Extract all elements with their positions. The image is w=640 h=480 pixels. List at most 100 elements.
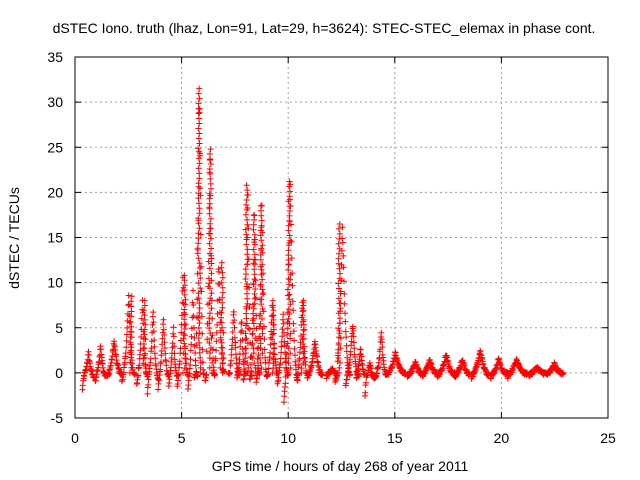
data-marker [258,365,265,371]
x-tick-label: 15 [387,430,403,446]
data-marker [97,346,104,353]
data-marker [157,366,164,373]
data-marker [343,342,350,349]
data-marker [236,356,243,363]
data-marker [161,345,168,351]
data-marker [150,309,157,316]
data-marker [207,146,214,153]
data-marker [128,344,135,351]
data-marker [350,333,357,340]
data-marker [142,365,149,372]
y-tick-label: 35 [47,49,63,65]
data-marker [300,341,307,347]
data-marker [135,372,142,379]
data-marker [252,294,259,301]
data-marker [252,286,259,292]
data-marker [151,343,158,350]
data-marker [336,364,343,371]
data-marker [242,211,249,218]
data-marker [297,344,304,351]
data-marker [295,371,302,378]
data-marker [258,247,265,254]
data-marker [128,354,134,361]
data-marker [242,226,249,233]
data-marker [244,369,251,376]
data-marker [196,225,203,232]
y-tick-label: 10 [47,275,63,291]
data-marker [335,295,342,302]
data-marker [197,285,204,292]
data-marker [285,306,292,313]
data-marker [196,140,203,147]
data-marker [206,250,213,257]
data-marker [257,320,264,327]
data-marker [206,300,213,307]
data-marker [259,261,266,268]
data-marker [301,355,308,362]
data-marker [218,319,225,326]
data-marker [250,305,257,312]
data-marker [127,349,134,356]
data-marker [270,350,277,357]
data-marker [195,180,202,187]
data-marker [128,303,135,310]
data-marker [207,295,214,302]
y-tick-label: 30 [47,94,63,110]
data-marker [248,368,255,375]
data-marker [190,302,197,308]
data-marker [169,340,176,347]
data-marker [196,95,203,102]
data-marker [269,331,276,338]
data-marker [152,355,159,362]
data-marker [193,330,200,337]
data-marker [196,130,203,137]
data-marker [212,355,219,362]
data-marker [213,347,220,354]
data-marker [362,389,369,396]
data-marker [259,350,266,357]
data-marker [128,293,135,300]
data-marker [138,334,145,340]
data-marker [181,306,188,313]
data-marker [282,380,289,387]
data-marker [285,345,292,352]
data-marker [142,350,149,357]
data-marker [128,313,135,320]
data-marker [245,364,252,371]
data-marker [250,281,257,287]
data-marker [251,266,258,273]
data-marker [336,300,343,307]
data-marker [219,344,226,351]
data-marker [125,302,132,309]
data-marker [140,355,147,362]
data-marker [242,336,249,343]
data-marker [337,359,344,366]
data-marker [160,326,167,333]
data-marker [287,330,294,337]
data-marker [199,330,206,337]
data-marker [285,242,292,249]
data-marker [251,251,258,258]
data-marker [335,280,342,287]
data-marker [180,350,187,357]
data-marker [219,269,226,276]
data-marker [206,240,213,247]
data-marker [188,333,195,340]
data-marker [335,310,342,317]
data-marker [271,341,278,347]
data-marker [244,216,251,223]
data-marker [257,227,264,234]
data-marker [175,371,182,378]
data-marker [214,321,221,328]
data-marker [261,346,268,353]
y-tick-label: 15 [47,230,63,246]
data-marker [232,344,239,351]
data-marker [269,369,276,376]
data-marker [127,318,134,325]
data-marker [197,185,203,192]
x-tick-label: 5 [178,430,186,446]
data-marker [299,312,306,319]
data-marker [249,340,256,347]
data-marker [269,297,276,304]
data-marker [342,318,349,325]
